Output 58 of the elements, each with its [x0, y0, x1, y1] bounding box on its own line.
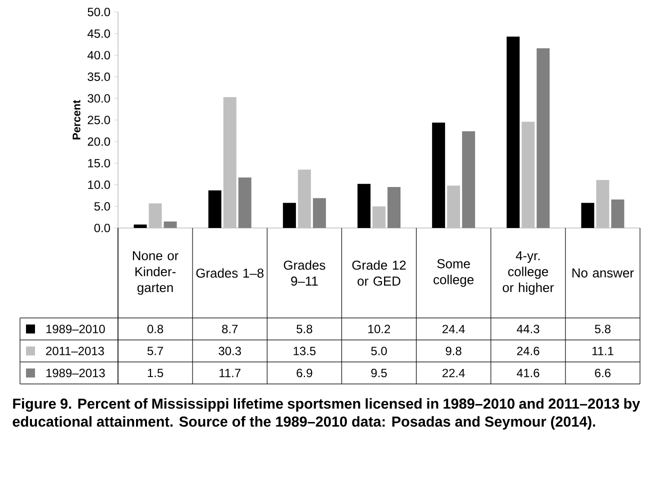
y-tick-label: 10.0: [88, 180, 110, 190]
data-label: 6.6: [595, 368, 610, 378]
bar: [358, 184, 371, 228]
data-label: 11.1: [592, 346, 614, 356]
legend-label: 1989–2010: [46, 324, 105, 334]
x-tick-label: Grades 1–8: [196, 268, 264, 278]
y-tick-label: 30.0: [88, 94, 110, 103]
x-tick-label: Some college: [434, 259, 474, 287]
data-label: 22.4: [442, 368, 465, 378]
data-label: 13.5: [294, 346, 316, 356]
y-tick-label: 20.0: [88, 137, 110, 146]
bar: [208, 190, 222, 228]
x-tick-label: Grade 12 or GED: [352, 260, 406, 286]
y-tick-label: 45.0: [88, 29, 110, 38]
x-tick-label: None or Kinder-garten: [132, 251, 178, 295]
bar: [148, 203, 162, 228]
data-label: 24.4: [442, 324, 465, 334]
bar: [432, 122, 446, 228]
data-label: 8.7: [222, 324, 238, 334]
data-label: 6.9: [296, 368, 312, 378]
legend-label: 1989–2013: [46, 368, 105, 378]
y-tick-label: 35.0: [88, 72, 110, 82]
caption: Figure 9. Percent of Mississippi lifetime sportsmen licensed in 1989–2010 and 2011–2013 by educational attainment. Source of the 1989–2010 data: Posadas and Seymour (2014).: [12, 398, 640, 430]
bar: [447, 186, 460, 228]
y-tick-label: 40.0: [88, 50, 110, 60]
data-label: 5.7: [147, 346, 163, 356]
y-axis-title: Percent: [72, 100, 80, 140]
x-tick-label: Grades 9–11: [284, 260, 326, 286]
x-tick-label: 4-yr. college or higher: [502, 251, 554, 295]
y-tick-label: 0.0: [94, 224, 110, 232]
data-label: 1.5: [148, 368, 164, 378]
bar: [134, 224, 147, 228]
y-tick-label: 5.0: [94, 202, 110, 211]
x-tick-label: No answer: [572, 268, 634, 278]
data-label: 11.7: [220, 368, 240, 378]
data-label: 9.8: [446, 346, 462, 356]
bar: [372, 206, 386, 228]
data-label: 5.0: [371, 346, 387, 356]
data-label: 5.8: [296, 324, 312, 334]
bar: [581, 202, 594, 228]
data-label: 44.3: [516, 324, 540, 334]
bar: [223, 97, 236, 228]
bar: [596, 180, 610, 228]
y-tick-label: 25.0: [88, 116, 110, 124]
bar: [282, 202, 296, 228]
data-label: 30.3: [218, 346, 241, 356]
bar: [522, 122, 535, 228]
data-label: 10.2: [368, 324, 390, 334]
y-tick-label: 50.0: [88, 8, 110, 16]
bar: [298, 170, 311, 228]
data-label: 0.8: [147, 324, 164, 334]
data-label: 5.8: [594, 324, 610, 334]
data-label: 24.6: [517, 346, 540, 356]
data-label: 9.5: [371, 368, 387, 378]
y-tick-label: 15.0: [88, 158, 110, 168]
data-label: 41.6: [516, 368, 540, 378]
bar: [506, 36, 520, 228]
legend-label: 2011–2013: [46, 346, 104, 356]
